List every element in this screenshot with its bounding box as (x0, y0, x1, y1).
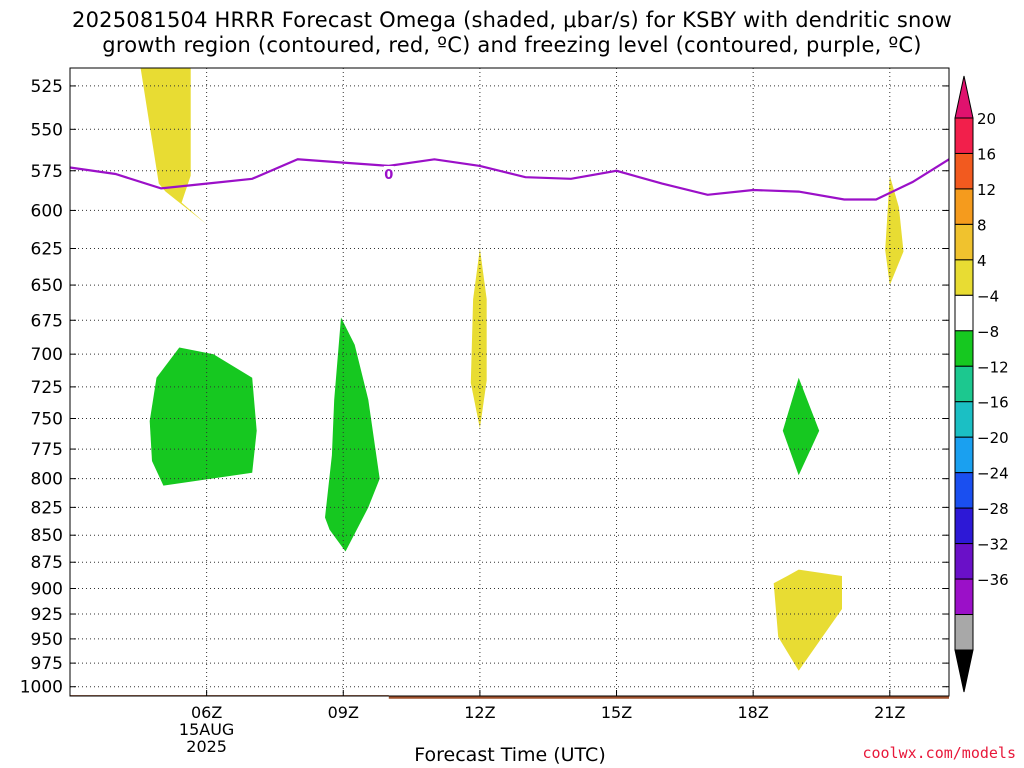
colorbar-label: −24 (977, 465, 1009, 483)
colorbar-swatch (954, 436, 974, 474)
colorbar: 20 16 12 8 4 −4 −8 −12 −16 −20 −24 −28 −32 −36 (954, 75, 1009, 693)
colorbar-label: −16 (977, 394, 1009, 412)
y-tick-label: 775 (31, 440, 63, 460)
colorbar-swatch (954, 507, 974, 545)
colorbar-label: 12 (977, 181, 996, 199)
colorbar-swatch (954, 472, 974, 509)
y-axis: 525 550 575 600 625 650 675 700 725 750 775 800 825 8… (20, 77, 949, 698)
x-tick-label: 12Z (464, 703, 495, 722)
freezing-level-layer: 0 (69, 158, 950, 201)
colorbar-label: −8 (977, 323, 999, 341)
title-line-1: 2025081504 HRRR Forecast Omega (shaded, … (72, 8, 952, 32)
colorbar-label: 4 (977, 252, 987, 270)
x-axis-label: Forecast Time (UTC) (414, 744, 606, 766)
y-tick-label: 1000 (20, 678, 63, 698)
omega-region-5 (885, 175, 904, 286)
x-tick-label: 21Z (874, 703, 905, 722)
colorbar-label: 16 (977, 145, 996, 163)
omega-shading (140, 68, 904, 671)
colorbar-label: 20 (977, 110, 996, 128)
y-tick-label: 975 (31, 654, 63, 674)
y-tick-label: 800 (31, 470, 63, 490)
colorbar-label: −36 (977, 571, 1009, 589)
y-tick-label: 525 (31, 77, 63, 97)
y-tick-label: 550 (31, 120, 63, 140)
plot-frame (69, 67, 950, 697)
colorbar-swatch (954, 117, 974, 154)
omega-region-3 (325, 317, 380, 552)
colorbar-swatch (954, 365, 974, 403)
x-tick-label: 06Z (191, 703, 222, 722)
y-tick-label: 825 (31, 498, 63, 518)
y-tick-label: 650 (31, 276, 63, 296)
title-line-2: growth region (contoured, red, ºC) and f… (102, 33, 922, 57)
omega-region-4 (470, 248, 487, 429)
y-tick-label: 950 (31, 630, 63, 650)
colorbar-swatch (954, 614, 974, 651)
colorbar-label: −32 (977, 536, 1009, 554)
colorbar-swatch (954, 223, 974, 261)
colorbar-top-arrow (954, 75, 974, 119)
freezing-level-line (69, 158, 950, 201)
y-tick-label: 575 (31, 162, 63, 182)
freezing-level-label-bg (383, 165, 394, 180)
colorbar-swatch (954, 543, 974, 580)
credit-link[interactable]: coolwx.com/models (862, 744, 1016, 762)
y-tick-label: 675 (31, 311, 63, 331)
y-tick-label: 750 (31, 409, 63, 429)
y-tick-label: 725 (31, 378, 63, 398)
y-tick-label: 625 (31, 239, 63, 259)
x-tick-label: 18Z (737, 703, 768, 722)
colorbar-label: −20 (977, 429, 1009, 447)
y-tick-label: 925 (31, 605, 63, 625)
y-tick-label: 600 (31, 201, 63, 221)
freezing-level-label: 0 (384, 168, 393, 183)
colorbar-swatch (954, 259, 974, 296)
chart-title: 2025081504 HRRR Forecast Omega (shaded, … (0, 8, 1024, 58)
omega-region-1 (140, 68, 207, 225)
y-tick-label: 900 (31, 579, 63, 599)
colorbar-swatch (954, 152, 974, 190)
colorbar-swatch (954, 330, 974, 367)
omega-region-2 (149, 347, 257, 486)
x-tick-label: 09Z (328, 703, 359, 722)
omega-region-6 (782, 377, 820, 476)
x-tick-label: 15Z (601, 703, 632, 722)
x-tick-sublabel-year: 2025 (186, 737, 227, 756)
colorbar-swatch (954, 578, 974, 616)
y-tick-label: 875 (31, 553, 63, 573)
colorbar-swatch (954, 188, 974, 225)
y-tick-label: 850 (31, 526, 63, 546)
omega-region-7 (773, 569, 842, 671)
grid-lines (70, 68, 949, 696)
colorbar-swatch (954, 294, 974, 332)
colorbar-label: −4 (977, 287, 999, 305)
colorbar-label: −12 (977, 358, 1009, 376)
colorbar-bottom-arrow (954, 649, 974, 693)
colorbar-label: −28 (977, 500, 1009, 518)
colorbar-swatch (954, 401, 974, 438)
colorbar-label: 8 (977, 216, 987, 234)
y-tick-label: 700 (31, 345, 63, 365)
x-tick-sublabel-date: 15AUG (179, 720, 234, 739)
